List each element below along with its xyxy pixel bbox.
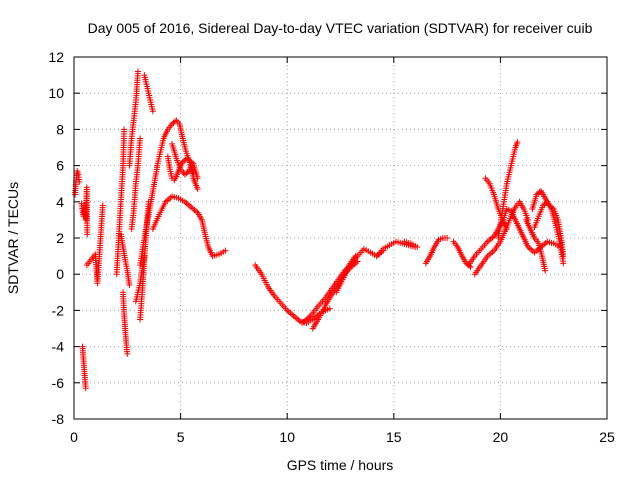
data-point xyxy=(185,201,192,208)
y-tick-label: 2 xyxy=(56,230,64,246)
data-point xyxy=(542,239,549,246)
data-point xyxy=(352,253,359,260)
data-point xyxy=(542,267,549,274)
data-point xyxy=(188,204,195,211)
data-point xyxy=(121,126,128,133)
data-point xyxy=(487,235,494,242)
data-point xyxy=(126,282,133,289)
data-point xyxy=(149,108,156,115)
y-tick-label: 10 xyxy=(48,85,64,101)
data-point xyxy=(487,250,494,257)
data-point xyxy=(514,139,521,146)
data-point xyxy=(486,251,493,258)
x-tick-label: 10 xyxy=(279,429,295,445)
data-point xyxy=(137,135,144,142)
data-point xyxy=(293,315,300,322)
x-axis-label: GPS time / hours xyxy=(287,457,394,473)
data-point xyxy=(288,311,295,318)
axis-ticks: 0 5 10 15 20 25 -8 -6 -4 -2 0 2 4 6 8 10 12 xyxy=(48,49,615,445)
data-point xyxy=(560,260,567,267)
y-tick-label: -8 xyxy=(52,411,65,427)
chart-title: Day 005 of 2016, Sidereal Day-to-day VTE… xyxy=(88,20,593,36)
x-tick-label: 5 xyxy=(177,429,185,445)
x-tick-label: 15 xyxy=(386,429,402,445)
y-tick-label: 12 xyxy=(48,49,64,65)
data-point xyxy=(165,196,172,203)
data-point xyxy=(194,186,201,193)
y-tick-label: 4 xyxy=(56,194,64,210)
data-point xyxy=(489,249,496,256)
y-axis-label: SDTVAR / TECUs xyxy=(5,182,21,294)
data-point xyxy=(194,175,201,182)
data-point xyxy=(503,225,510,232)
data-point xyxy=(489,234,496,241)
y-tick-label: 6 xyxy=(56,158,64,174)
data-point xyxy=(292,314,299,321)
data-point xyxy=(287,310,294,317)
data-point xyxy=(285,308,292,315)
data-point xyxy=(164,197,171,204)
data-point xyxy=(541,241,548,248)
data-point xyxy=(528,246,535,253)
data-point xyxy=(84,231,91,238)
data-point xyxy=(290,312,297,319)
data-point xyxy=(306,314,313,321)
data-point xyxy=(191,206,198,213)
plot-frame xyxy=(73,56,608,420)
data-point xyxy=(134,68,141,75)
data-point xyxy=(189,205,196,212)
data-point xyxy=(531,249,538,256)
data-point xyxy=(444,235,451,241)
data-point xyxy=(354,258,361,265)
data-point xyxy=(171,118,178,125)
x-tick-label: 25 xyxy=(599,429,615,445)
x-tick-label: 20 xyxy=(493,429,509,445)
data-point xyxy=(99,202,106,209)
y-tick-label: -2 xyxy=(52,302,65,318)
data-point xyxy=(414,244,421,251)
data-point xyxy=(486,237,493,244)
data-point xyxy=(326,305,333,312)
data-points xyxy=(72,68,567,392)
data-point xyxy=(186,202,193,209)
data-point xyxy=(222,247,229,254)
data-point xyxy=(533,248,540,255)
y-tick-label: -6 xyxy=(52,375,65,391)
data-point xyxy=(82,385,89,392)
data-point xyxy=(124,350,131,357)
y-tick-label: -4 xyxy=(52,339,65,355)
y-tick-label: 8 xyxy=(56,121,64,137)
data-point xyxy=(76,178,83,185)
y-tick-label: 0 xyxy=(56,266,64,282)
data-point xyxy=(167,194,174,201)
data-point xyxy=(193,208,200,215)
data-point xyxy=(184,169,191,176)
x-tick-label: 0 xyxy=(70,429,78,445)
